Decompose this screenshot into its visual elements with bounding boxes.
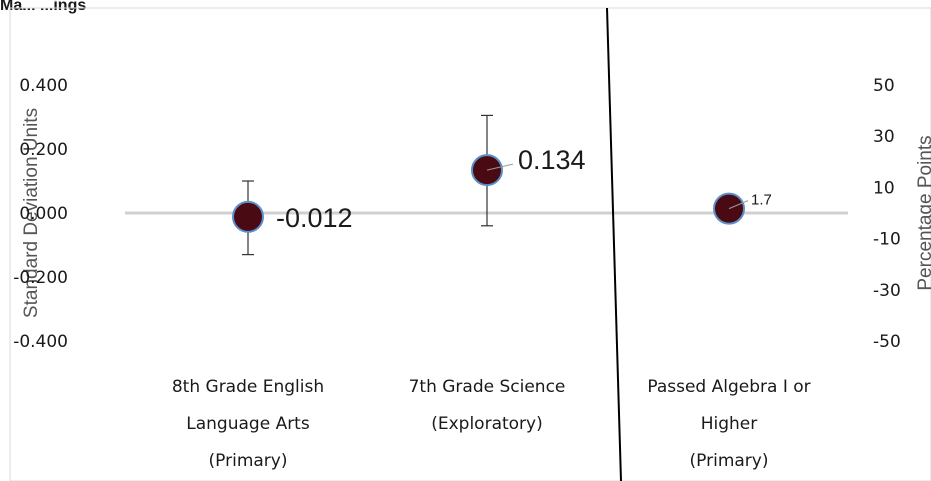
category-label: (Primary) (209, 451, 288, 471)
category-label: 7th Grade Science (409, 377, 566, 397)
right-axis-tick-label: 50 (873, 76, 895, 96)
category-label: Passed Algebra I or (647, 377, 810, 397)
data-label-leader (728, 200, 749, 210)
data-label: 0.134 (518, 145, 586, 175)
category-label: (Primary) (690, 451, 769, 471)
left-axis-tick-label: 0.200 (19, 140, 68, 160)
data-point (232, 200, 264, 233)
category-label: Language Arts (186, 414, 310, 434)
right-axis-tick-label: -50 (873, 332, 901, 352)
category-label: 8th Grade English (172, 377, 324, 397)
left-axis-tick-label: 0.000 (19, 204, 68, 224)
chart-frame (9, 7, 931, 481)
right-axis-title: Percentage Points (915, 135, 931, 290)
left-axis-tick-label: -0.400 (13, 332, 68, 352)
chart-marks: 0.400 0.200 0.000 -0.200 -0.400 50 30 10 -10 -30 -… (13, 76, 901, 471)
right-axis-tick-label: -10 (873, 230, 901, 250)
data-label: -0.012 (276, 203, 353, 233)
data-label-leader (486, 163, 514, 171)
right-axis-tick-label: 30 (873, 127, 895, 147)
category-label: (Exploratory) (431, 414, 543, 434)
panel-divider (606, 7, 622, 481)
category-label: Higher (701, 414, 758, 434)
left-axis-title: Standard Deviation Units (21, 108, 42, 318)
right-axis-tick-label: 10 (873, 178, 895, 198)
left-axis-tick-label: 0.400 (19, 76, 68, 96)
data-label: 1.7 (751, 192, 772, 209)
chart-title-fragment: Ma... ...ings (0, 0, 86, 14)
right-axis-tick-label: -30 (873, 281, 901, 301)
left-axis-tick-label: -0.200 (13, 268, 68, 288)
